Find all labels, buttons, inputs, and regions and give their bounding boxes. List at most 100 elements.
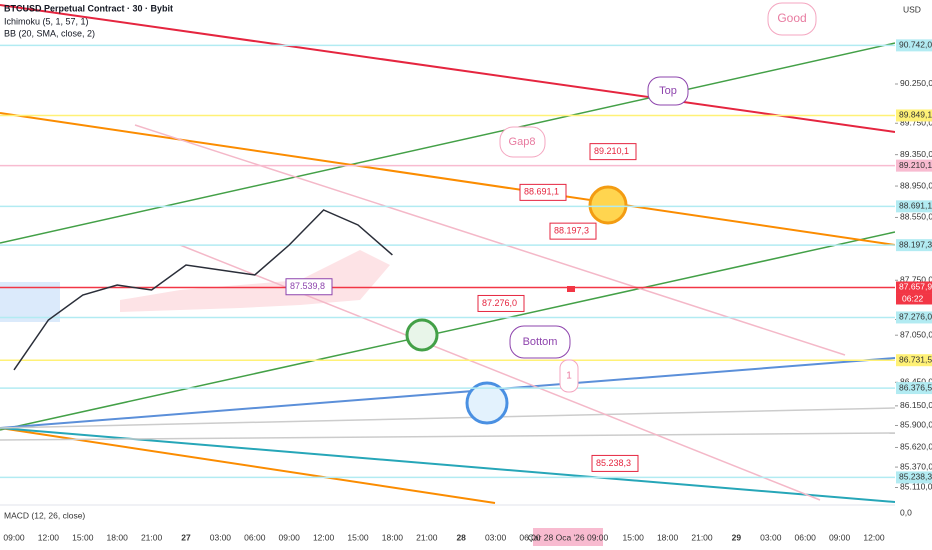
x-tick-label: 29 xyxy=(732,532,742,542)
price-label-bg xyxy=(896,39,932,52)
callout-label: 85.238,3 xyxy=(596,458,631,468)
emoji xyxy=(588,185,628,225)
x-tick-label: 03:00 xyxy=(485,532,507,542)
price-label: 90.742,0 xyxy=(899,40,932,50)
note-box xyxy=(559,359,579,393)
x-tick-label: 21:00 xyxy=(691,532,713,542)
cursor-box xyxy=(533,528,603,546)
macd-zero: 0,0 xyxy=(900,507,912,517)
price-label-bg xyxy=(896,354,932,367)
trendline xyxy=(0,427,496,504)
x-tick-label: 03:00 xyxy=(760,532,782,542)
currency: USD xyxy=(903,4,921,14)
countdown-bg xyxy=(896,293,932,305)
y-tick-label: 85.900,0 xyxy=(900,420,932,430)
emoji xyxy=(405,318,439,352)
x-tick-label: 15:00 xyxy=(623,532,645,542)
macd-label: MACD (12, 26, close) xyxy=(4,510,85,520)
price-label-bg xyxy=(896,311,932,324)
price-label-bg xyxy=(896,382,932,395)
trendline xyxy=(0,407,896,429)
price-label-bg xyxy=(896,471,932,484)
y-tick-label: 86.450,0 xyxy=(900,377,932,387)
note-box xyxy=(767,2,817,36)
price-label-bg xyxy=(896,200,932,213)
price-label: 88.197,3 xyxy=(899,239,932,249)
price-label-bg xyxy=(896,239,932,252)
y-tick-label: 87.750,0 xyxy=(900,275,932,285)
annotation: Top xyxy=(659,85,677,97)
callout-label: 88.691,1 xyxy=(524,187,559,197)
price-label: 85.238,3 xyxy=(899,472,932,482)
cloud xyxy=(120,250,390,312)
price-label: 88.691,1 xyxy=(899,201,932,211)
callout-box xyxy=(285,278,333,296)
x-tick-label: 15:00 xyxy=(347,532,369,542)
x-tick-label: 06:00 xyxy=(519,532,541,542)
note-box xyxy=(509,325,571,359)
y-tick-label: 89.350,0 xyxy=(900,149,932,159)
callout-label: 89.210,1 xyxy=(594,146,629,156)
x-tick-label: 28 xyxy=(456,532,466,542)
indicator: BB (20, SMA, close, 2) xyxy=(4,28,95,38)
price-scale xyxy=(895,0,932,550)
price-label: 86.731,5 xyxy=(899,354,932,364)
callout-label: 87.539,8 xyxy=(290,281,325,291)
y-tick-label: 86.150,0 xyxy=(900,400,932,410)
countdown: 06:22 xyxy=(902,294,924,304)
trendline xyxy=(0,112,896,246)
callout-box xyxy=(591,454,639,472)
trendline xyxy=(0,432,896,441)
trendline xyxy=(0,357,896,429)
chart-title: BTCUSD Perpetual Contract · 30 · Bybit xyxy=(4,3,173,13)
x-tick-label: 18:00 xyxy=(657,532,679,542)
price-label: 86.376,5 xyxy=(899,382,932,392)
trendline xyxy=(0,427,896,503)
x-tick-label: 18:00 xyxy=(107,532,129,542)
note-box xyxy=(499,126,546,158)
trendline xyxy=(0,231,896,431)
y-tick-label: 85.110,0 xyxy=(900,482,932,492)
x-tick-label: 06:00 xyxy=(244,532,266,542)
emoji xyxy=(465,381,509,425)
annotation: Good xyxy=(777,11,806,25)
y-tick-label: 88.950,0 xyxy=(900,180,932,190)
price-line xyxy=(13,209,393,371)
flag xyxy=(567,286,575,292)
callout-box xyxy=(477,294,525,312)
y-tick-label: 87.050,0 xyxy=(900,329,932,339)
y-tick-label: 90.250,0 xyxy=(900,78,932,88)
x-tick-label: 09:00 xyxy=(3,532,25,542)
cursor-time: Çar 28 Oca '26 09:00 xyxy=(528,532,609,542)
callout-box xyxy=(549,222,597,240)
annotation: Bottom xyxy=(523,336,558,348)
x-tick-label: 21:00 xyxy=(416,532,438,542)
price-label: 87.657,9 xyxy=(899,282,932,292)
annotation: 1 xyxy=(566,371,572,382)
x-tick-label: 21:00 xyxy=(141,532,163,542)
trendline xyxy=(0,42,896,244)
y-tick-label: 85.620,0 xyxy=(900,442,932,452)
callout-box xyxy=(519,183,567,201)
callout-label: 87.276,0 xyxy=(482,298,517,308)
trendline xyxy=(0,4,896,133)
y-tick-label: 89.750,0 xyxy=(900,117,932,127)
callout-box xyxy=(589,143,637,161)
annotations: Good Top Gap8 Bottom 1 xyxy=(499,2,817,393)
x-tick-label: 15:00 xyxy=(72,532,94,542)
price-label-bg xyxy=(896,159,932,172)
x-tick-label: 06:00 xyxy=(795,532,817,542)
x-tick-label: 18:00 xyxy=(382,532,404,542)
y-tick-label: 85.370,0 xyxy=(900,461,932,471)
price-label: 87.276,0 xyxy=(899,312,932,322)
x-tick-label: 09:00 xyxy=(279,532,301,542)
note-box xyxy=(647,76,689,106)
x-tick-label: 09:00 xyxy=(829,532,851,542)
x-tick-label: 12:00 xyxy=(38,532,60,542)
x-tick-label: 12:00 xyxy=(863,532,885,542)
x-tick-label: 27 xyxy=(181,532,191,542)
price-label: 89.210,1 xyxy=(899,160,932,170)
